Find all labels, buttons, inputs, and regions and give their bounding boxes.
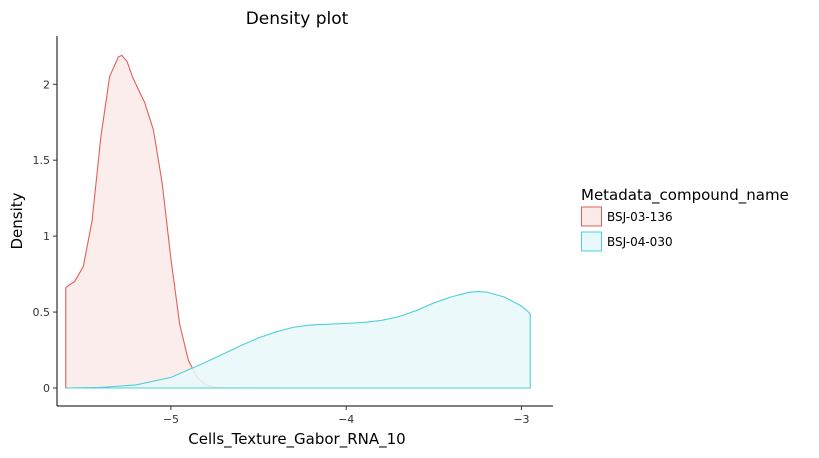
x-ticks: −5 −4 −3 xyxy=(163,406,530,426)
legend-swatch-2 xyxy=(581,231,602,252)
y-tick-label: 2 xyxy=(43,78,50,91)
y-tick-label: 0.5 xyxy=(33,306,51,319)
legend: Metadata_compound_name BSJ-03-136 BSJ-04-… xyxy=(581,186,789,252)
y-axis-label: Density xyxy=(8,192,26,249)
chart-title: Density plot xyxy=(246,9,349,29)
legend-title: Metadata_compound_name xyxy=(581,186,789,205)
legend-label-1: BSJ-03-136 xyxy=(607,210,673,224)
axes xyxy=(56,36,553,407)
plot-area xyxy=(65,54,531,389)
legend-swatch-1 xyxy=(581,206,602,227)
y-tick-label: 0 xyxy=(43,382,50,395)
density-area-2 xyxy=(65,291,531,389)
x-tick-label: −5 xyxy=(163,413,179,426)
y-ticks: 0 0.5 1 1.5 2 xyxy=(33,78,57,395)
x-axis-label: Cells_Texture_Gabor_RNA_10 xyxy=(188,430,405,449)
legend-label-2: BSJ-04-030 xyxy=(607,235,673,249)
x-tick-label: −3 xyxy=(513,413,529,426)
y-tick-label: 1.5 xyxy=(33,154,51,167)
y-tick-label: 1 xyxy=(43,230,50,243)
x-tick-label: −4 xyxy=(338,413,354,426)
